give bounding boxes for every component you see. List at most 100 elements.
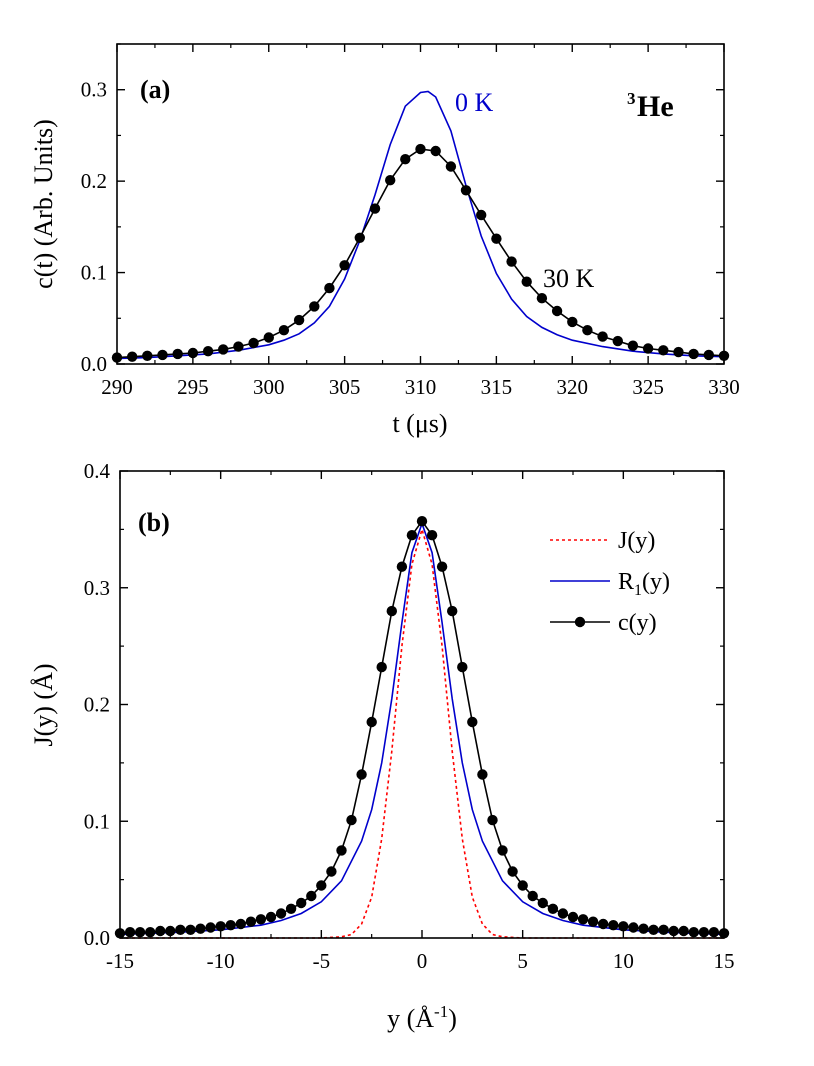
panel-a-series-30k-point bbox=[415, 143, 426, 155]
panel-b-series-cy-point bbox=[608, 920, 619, 931]
panel-b-series-cy-point bbox=[436, 561, 448, 572]
panel-b-series-cy-point bbox=[366, 716, 377, 728]
panel-b-series-cy-point bbox=[628, 922, 639, 933]
panel-a-series-30k-point bbox=[536, 293, 548, 304]
panel-b-series-cy-point bbox=[457, 661, 468, 673]
panel-b-series-cy-point bbox=[678, 925, 689, 937]
panel-a: 290 295 300 305 310 315 320 325 3300.00.10.20.3 … bbox=[29, 43, 740, 438]
panel-b-series-cy-point bbox=[306, 890, 317, 902]
species-superscript: 3 bbox=[627, 89, 636, 108]
panel-b-series-cy-point bbox=[134, 927, 146, 938]
x-tick-label: 315 bbox=[481, 375, 513, 399]
panel-a-series-30k-point bbox=[703, 349, 714, 361]
panel-b-series-cy-point bbox=[658, 924, 669, 935]
x-tick-label: 290 bbox=[101, 375, 133, 399]
panel-b-series-cy-point bbox=[225, 920, 236, 931]
x-tick-label: 10 bbox=[613, 949, 634, 973]
x-tick-label: 295 bbox=[177, 375, 209, 399]
panel-a-series-30k-point bbox=[688, 348, 699, 360]
species-label: He bbox=[637, 90, 674, 123]
panel-a-series-30k-point bbox=[460, 185, 472, 196]
panel-a-series-30k-point bbox=[597, 331, 608, 342]
panel-b-series-cy-point bbox=[205, 922, 216, 933]
legend-label: c(y) bbox=[618, 610, 657, 636]
panel-a-series-30k-point bbox=[309, 301, 320, 312]
panel-b-legend: J(y) R1(y) c(y) bbox=[550, 528, 670, 636]
panel-b-series-cy-point bbox=[507, 866, 518, 877]
panel-a-series-30k-point bbox=[400, 154, 411, 165]
panel-b-series-cy-point bbox=[376, 661, 387, 673]
x-tick-label: 330 bbox=[708, 375, 740, 399]
x-tick-label: -10 bbox=[207, 949, 235, 973]
panel-a-series-30k-point bbox=[293, 314, 305, 326]
x-tick-label: -5 bbox=[313, 949, 331, 973]
panel-b-series-cy-point bbox=[275, 908, 287, 919]
panel-a-series-30k-point bbox=[476, 209, 487, 221]
panel-b-series-cy-point bbox=[255, 914, 267, 925]
panel-b-series-cy-point bbox=[618, 921, 629, 932]
panel-a-series-30k-point bbox=[339, 260, 350, 271]
panel-a-series-30k-point bbox=[491, 233, 502, 244]
y-tick-label: 0.1 bbox=[81, 261, 107, 285]
panel-b-series-cy-point bbox=[175, 924, 186, 935]
panel-b-series-cy-point bbox=[426, 530, 438, 541]
panel-b-series-cy-point bbox=[517, 880, 528, 891]
panel-a-y-axis-label: c(t) (Arb. Units) bbox=[29, 119, 58, 289]
x-tick-label: 325 bbox=[632, 375, 664, 399]
panel-a-series-30k-point bbox=[582, 325, 593, 336]
panel-a-series-30k-point bbox=[187, 347, 199, 359]
x-tick-label: 300 bbox=[253, 375, 285, 399]
panel-a-series-30k-point bbox=[354, 232, 365, 243]
panel-b-series-cy-point bbox=[587, 916, 599, 927]
panel-b-series-cy-point bbox=[155, 925, 166, 937]
panel-a-series-30k-point bbox=[369, 203, 381, 214]
panel-b-series-cy-point bbox=[386, 605, 397, 617]
panel-b-series-cy-point bbox=[688, 927, 699, 938]
panel-b-series-cy-point bbox=[165, 925, 176, 937]
panel-b-series-cy-point bbox=[698, 927, 710, 938]
panel-a-series-30k-point bbox=[172, 348, 183, 360]
y-tick-label: 0.2 bbox=[81, 169, 107, 193]
panel-b-series-cy-point bbox=[235, 918, 246, 930]
label-0k: 0 K bbox=[455, 88, 494, 117]
x-tick-label: 0 bbox=[417, 949, 428, 973]
y-tick-label: 0.3 bbox=[81, 78, 107, 102]
panel-b-y-axis-label: J(y) (Å) bbox=[29, 663, 58, 746]
panel-b-series-cy-point bbox=[406, 530, 418, 541]
panel-b-series-cy-point bbox=[527, 890, 538, 902]
panel-b-series-cy-point bbox=[316, 880, 327, 891]
panel-a-series-30k-point bbox=[642, 343, 654, 354]
panel-b-series-cy-point bbox=[487, 814, 498, 826]
y-tick-label: 0.0 bbox=[84, 926, 110, 950]
panel-b-ticks: -15 -10 -5 0 5 10 15 0.0 0.1 0.2 0.3 0.4 bbox=[84, 459, 735, 973]
panel-b-label: (b) bbox=[138, 508, 170, 537]
y-tick-label: 0.2 bbox=[84, 693, 110, 717]
panel-a-series-30k-point bbox=[218, 344, 229, 355]
panel-b-series-cy-point bbox=[185, 924, 196, 935]
panel-b-series-cy-point bbox=[195, 923, 206, 934]
panel-b-series-cy-point bbox=[215, 921, 226, 932]
panel-a-series-30k-point bbox=[202, 346, 214, 357]
panel-b-series-cy-point bbox=[124, 927, 136, 938]
panel-b-series-cy-point bbox=[356, 769, 367, 780]
y-tick-label: 0.1 bbox=[84, 809, 110, 833]
panel-b-series-cy-point bbox=[396, 561, 408, 572]
panel-b-series-cy-point bbox=[477, 769, 488, 780]
panel-b-series-cy-point bbox=[326, 866, 337, 877]
panel-b-series-jy-line bbox=[120, 526, 724, 939]
x-tick-label: -15 bbox=[106, 949, 134, 973]
x-tick-label: 5 bbox=[517, 949, 528, 973]
panel-a-ticks: 290 295 300 305 310 315 320 325 330 0.0 0.1 0.2 0.3 bbox=[81, 43, 740, 399]
x-tick-label: 305 bbox=[329, 375, 361, 399]
panel-b-series-cy-point bbox=[638, 923, 649, 934]
panel-b-series-cy-point bbox=[467, 716, 478, 728]
panel-b-series-cy-point bbox=[668, 925, 679, 937]
panel-a-series-30k-point bbox=[567, 316, 578, 328]
y-tick-label: 0.0 bbox=[81, 352, 107, 376]
panel-a-series-30k-point bbox=[142, 350, 153, 361]
panel-b: -15 -10 -5 0 5 10 15 0.0 0.1 0.2 0.3 0.4 (b) J(y) R1… bbox=[29, 459, 735, 1033]
panel-b-series-cy-point bbox=[598, 918, 609, 930]
panel-a-series-30k-point bbox=[263, 332, 274, 343]
x-axis-label-exponent: -1 bbox=[434, 1002, 448, 1021]
